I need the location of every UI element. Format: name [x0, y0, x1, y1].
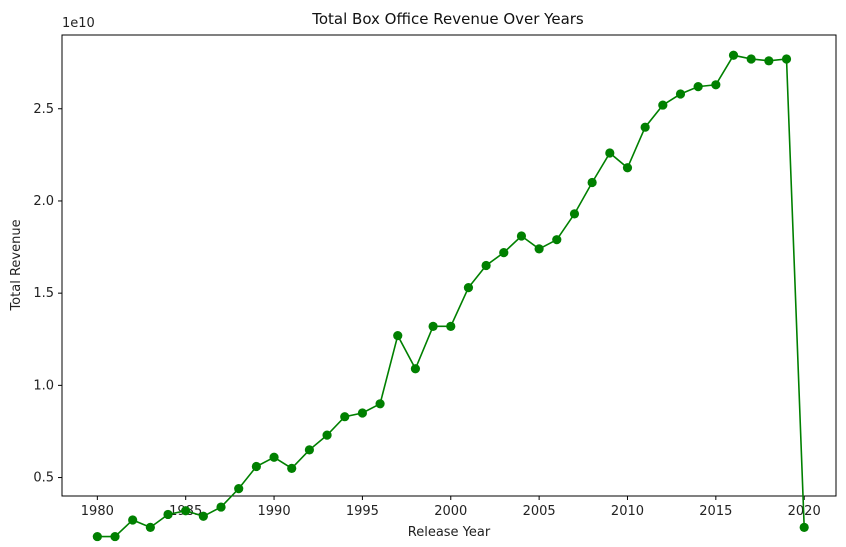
x-tick-label: 2000: [434, 504, 467, 519]
data-point: [799, 522, 809, 532]
data-point: [163, 509, 173, 520]
x-axis-label: Release Year: [408, 525, 491, 540]
data-point: [711, 80, 721, 90]
data-point: [198, 511, 208, 521]
data-point: [375, 399, 385, 409]
data-point: [640, 122, 650, 132]
y-tick-label: 1.0: [33, 378, 54, 393]
series-line: [97, 54, 805, 538]
data-point: [304, 445, 314, 455]
chart-title: Total Box Office Revenue Over Years: [311, 10, 584, 28]
data-point: [605, 148, 615, 158]
data-point: [728, 50, 739, 60]
x-tick-label: 1995: [346, 504, 379, 519]
data-point: [428, 321, 438, 331]
data-point: [552, 235, 562, 245]
data-point: [658, 100, 668, 110]
data-point: [675, 89, 686, 99]
data-point: [216, 502, 226, 512]
data-point: [446, 321, 456, 331]
data-point: [764, 56, 774, 66]
x-tick-label: 1990: [258, 504, 291, 519]
data-point: [145, 522, 155, 532]
plot-frame: [61, 34, 837, 497]
x-tick-label: 2015: [699, 504, 732, 519]
data-point: [234, 484, 244, 494]
y-tick-label: 2.5: [33, 102, 54, 117]
data-point: [499, 247, 509, 258]
y-tick-label: 2.0: [33, 194, 54, 209]
x-axis-ticks: 198019851990199520002005201020152020: [81, 496, 821, 519]
series-layer: [92, 50, 809, 542]
data-point: [181, 506, 191, 516]
data-point: [269, 452, 279, 462]
y-axis-label: Total Revenue: [9, 219, 24, 311]
y-axis-ticks: 0.5 1.0 1.5 2.0 2.5: [33, 102, 62, 486]
data-point: [534, 244, 544, 254]
data-point: [340, 412, 350, 422]
y-offset-label: 1e10: [62, 16, 95, 31]
data-point: [251, 461, 261, 472]
data-point: [622, 163, 633, 173]
data-point: [92, 531, 102, 542]
data-point: [287, 463, 297, 473]
y-tick-label: 1.5: [33, 286, 54, 301]
data-point: [746, 54, 756, 64]
data-point: [322, 430, 332, 440]
x-tick-label: 2005: [523, 504, 556, 519]
data-point: [516, 231, 527, 241]
data-point: [463, 283, 474, 293]
data-point: [410, 364, 421, 374]
y-tick-label: 0.5: [33, 471, 54, 486]
data-point: [569, 209, 580, 219]
data-point: [393, 330, 403, 341]
data-point: [357, 408, 368, 418]
data-point: [110, 531, 120, 542]
data-point: [587, 177, 597, 188]
data-point: [781, 54, 792, 64]
x-tick-label: 1980: [81, 504, 114, 519]
data-point: [481, 260, 491, 271]
data-point: [128, 515, 138, 525]
data-point: [693, 82, 703, 92]
x-tick-label: 2010: [611, 504, 644, 519]
